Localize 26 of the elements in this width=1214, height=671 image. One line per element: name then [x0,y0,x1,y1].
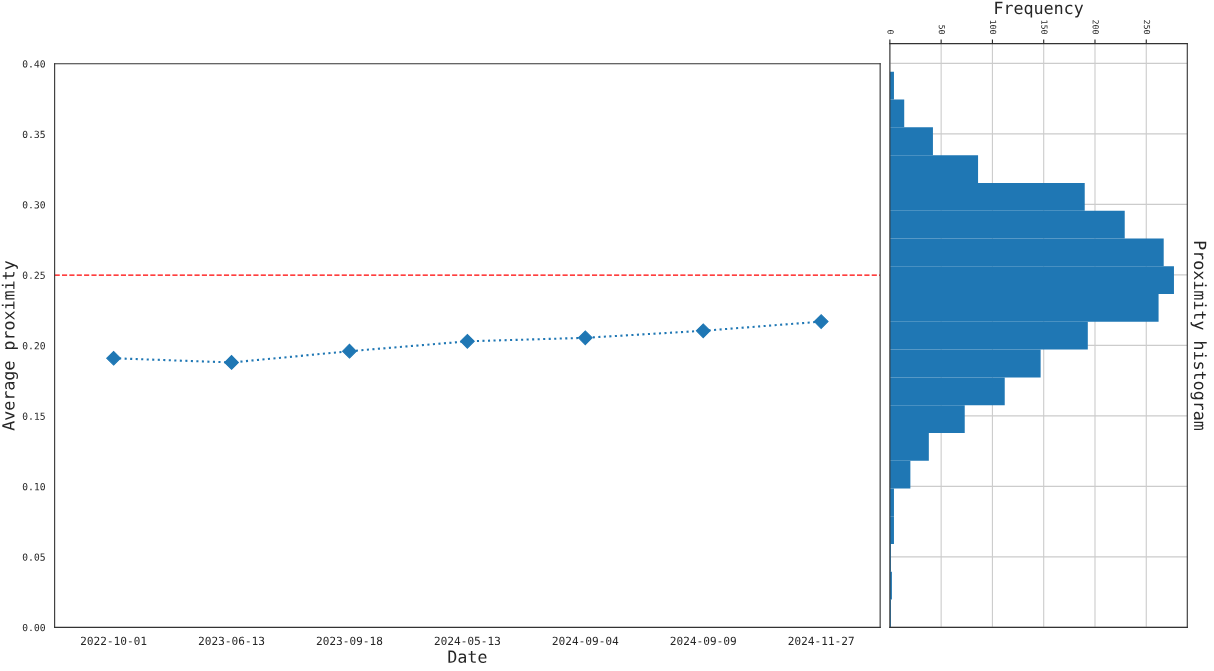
x-tick-label: 250 [1143,20,1151,35]
x-tick-label: 2024-11-27 [788,636,854,646]
x-tick-label: 100 [989,20,997,35]
y-tick-label: 0.00 [22,623,45,632]
x-tick-label: 200 [1092,20,1099,35]
y-tick-label: 0.05 [22,553,45,561]
y-tick-label: 0.40 [22,60,45,68]
x-tick-label: 0 [887,30,894,35]
x-tick-label: 50 [938,25,946,35]
x-tick-label: 150 [1041,20,1048,35]
y-tick-label: 0.35 [22,130,45,139]
x-axis-title: Frequency [995,1,1084,18]
x-tick-label: 2024-05-13 [434,636,500,646]
x-tick-label: 2023-09-18 [316,636,383,646]
y-axis-title: Average proximity [1,260,19,431]
y-tick-label: 0.15 [22,412,45,420]
y-axis-title: Proximity histogram [1190,241,1207,431]
x-tick-label: 2024-09-09 [670,636,736,646]
x-axis-title: Date [448,650,487,663]
y-tick-label: 0.20 [22,342,45,350]
x-tick-label: 2022-10-01 [80,636,147,646]
y-tick-label: 0.25 [22,271,45,279]
y-tick-label: 0.30 [22,201,45,209]
x-tick-label: 2023-06-13 [198,636,265,646]
y-tick-label: 0.10 [22,482,45,491]
x-tick-label: 2024-09-04 [552,636,619,646]
